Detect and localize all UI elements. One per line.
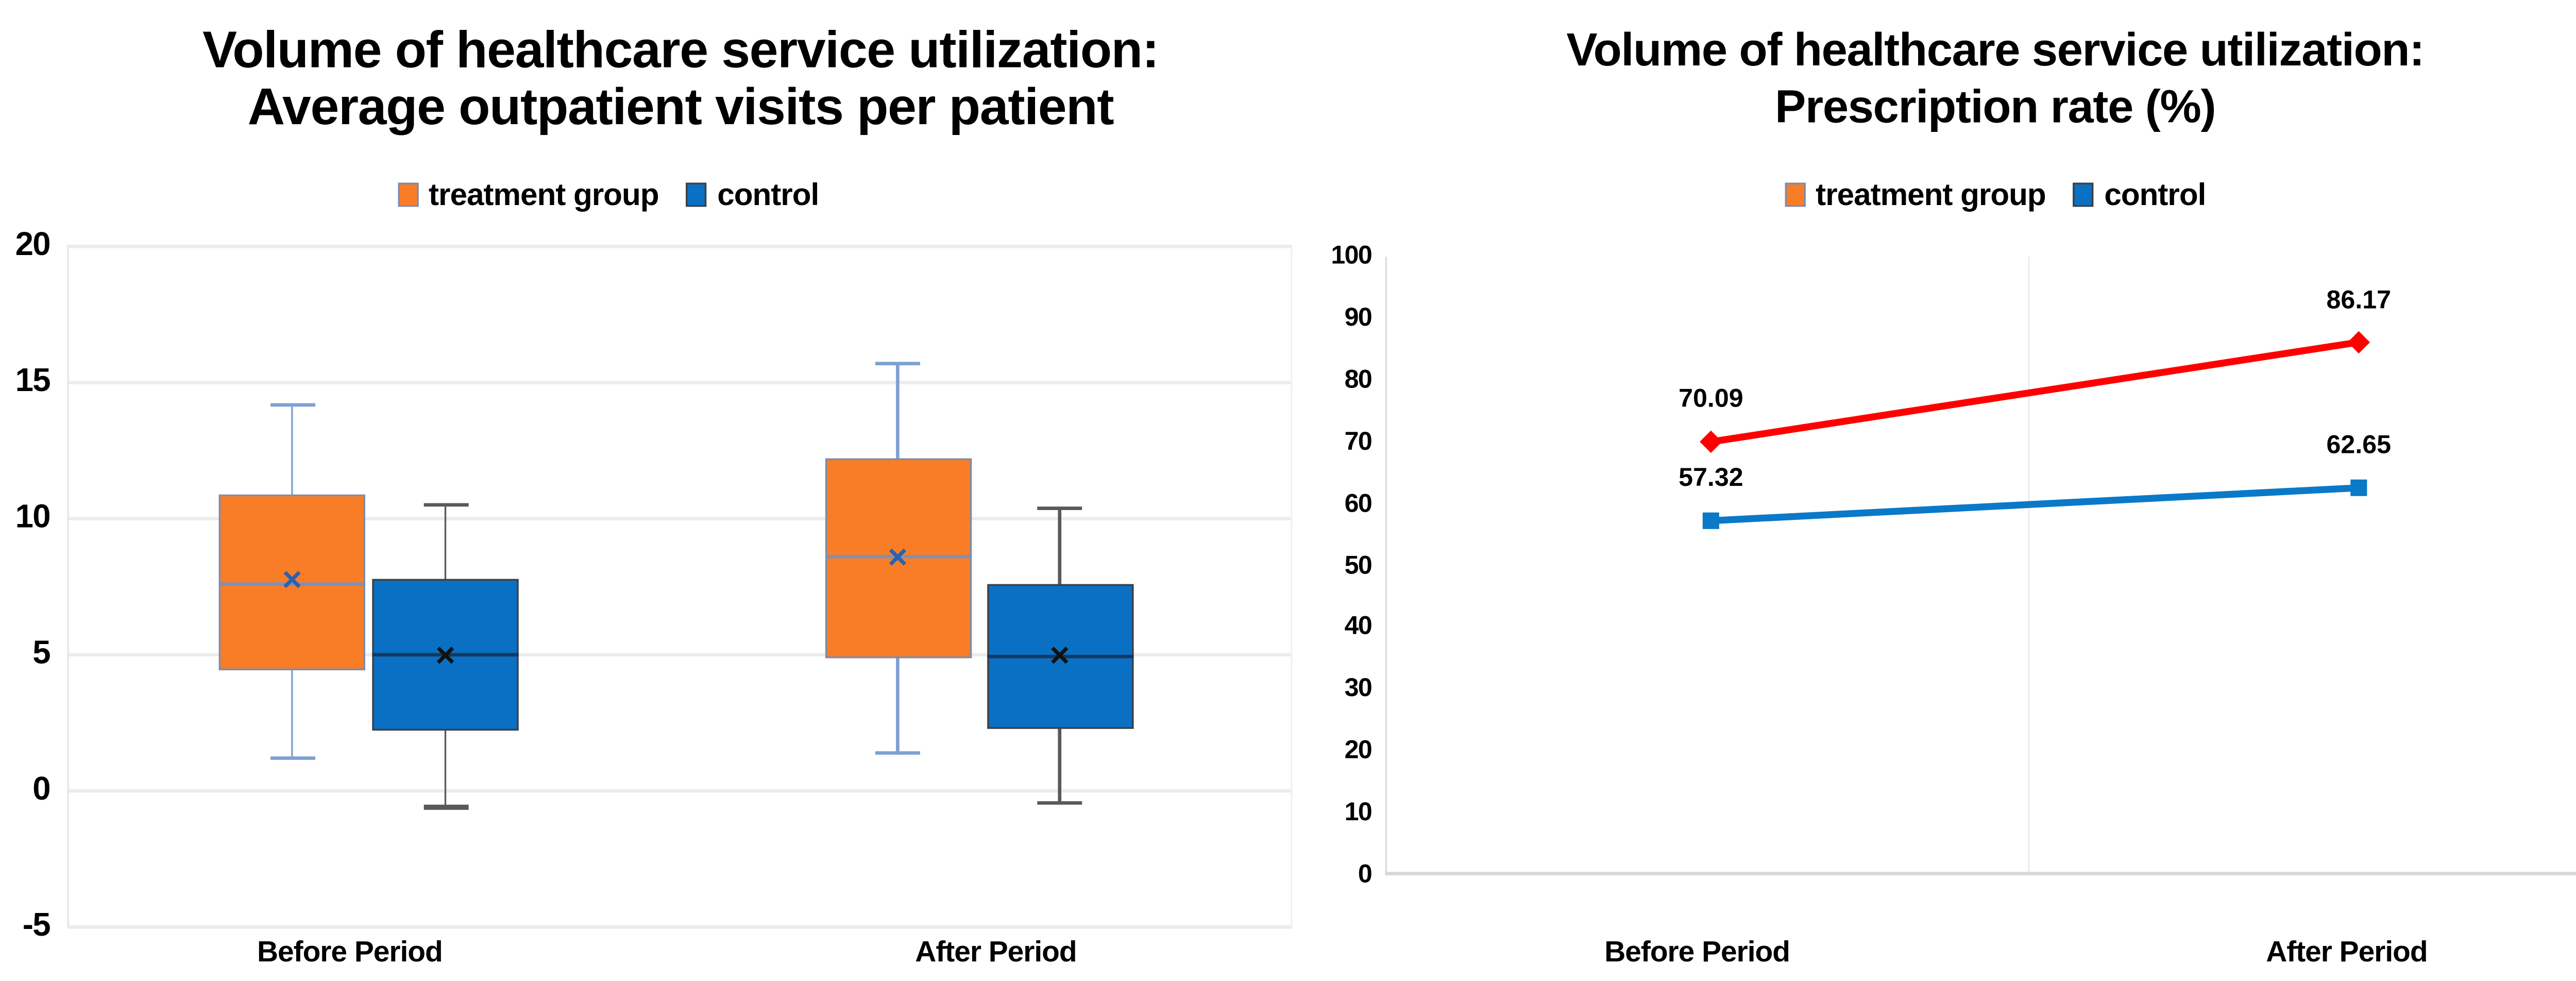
gridline <box>67 925 1293 928</box>
mean-marker: × <box>1049 637 1070 675</box>
right-chart-title-line2: Prescription rate (%) <box>1775 81 2216 133</box>
x-axis-line <box>1385 872 2576 875</box>
y-axis-line <box>1385 257 1388 875</box>
left-chart-title-line1: Volume of healthcare service utilization… <box>202 22 1159 79</box>
y-tick-label: 20 <box>1344 736 1372 766</box>
y-tick-label: 20 <box>15 227 51 264</box>
mean-marker: × <box>887 539 908 578</box>
x-category-label-after-period: After Period <box>915 935 1077 969</box>
whisker-cap-bottom <box>875 751 920 755</box>
y-tick-label: 5 <box>32 636 50 672</box>
data-label: 70.09 <box>1679 385 1743 414</box>
gridline <box>67 653 1293 656</box>
gridline <box>67 517 1293 520</box>
y-tick-label: 80 <box>1344 365 1372 395</box>
whisker-cap-top <box>269 402 315 407</box>
median-line <box>372 653 519 657</box>
whisker-cap-top <box>423 503 468 507</box>
whisker-cap-bottom <box>1037 801 1082 805</box>
y-tick-label: 30 <box>1344 674 1372 704</box>
whisker-cap-top <box>1037 505 1082 510</box>
left-chart-legend: treatment group control <box>0 177 1216 212</box>
median-line <box>824 554 971 559</box>
median-line <box>986 654 1133 658</box>
gridline <box>67 789 1293 792</box>
y-tick-label: 0 <box>1358 859 1372 889</box>
legend-swatch-treatment-group <box>397 182 418 207</box>
line-series-svg <box>1385 257 2576 875</box>
x-category-label-after-period: After Period <box>2266 935 2428 969</box>
y-tick-label: 40 <box>1344 612 1372 642</box>
y-tick-label: 0 <box>32 772 50 808</box>
legend-swatch-control <box>2073 182 2094 207</box>
legend-swatch-treatment-group <box>1784 182 1806 207</box>
right-chart-title: Volume of healthcare service utilization… <box>1344 22 2576 136</box>
y-tick-label: 15 <box>15 363 51 400</box>
y-tick-label: 50 <box>1344 550 1372 580</box>
left-chart-title-line2: Average outpatient visits per patient <box>247 79 1114 137</box>
right-chart-title-line1: Volume of healthcare service utilization… <box>1566 24 2425 76</box>
x-category-label-before-period: Before Period <box>1604 935 1790 969</box>
gridline <box>67 245 1293 248</box>
legend-label-treatment-group: treatment group <box>428 176 659 211</box>
whisker-cap-bottom <box>269 756 315 760</box>
data-label: 62.65 <box>2326 431 2392 461</box>
y-tick-label: -5 <box>22 908 51 944</box>
right-chart-legend: treatment group control <box>1344 177 2576 212</box>
x-category-label-before-period: Before Period <box>257 935 443 969</box>
data-label: 86.17 <box>2326 285 2392 315</box>
mean-marker: × <box>435 637 456 675</box>
legend-label-control: control <box>2104 176 2206 211</box>
boxplot-plot-area: 20 15 10 5 0 -5 × × × × <box>15 227 1293 944</box>
data-label: 57.32 <box>1679 464 1743 494</box>
y-axis-line <box>67 246 70 927</box>
y-tick-label: 70 <box>1344 427 1372 456</box>
gridline <box>67 381 1293 384</box>
legend-swatch-control <box>686 182 707 207</box>
whisker-cap-bottom <box>423 805 468 809</box>
y-tick-label: 10 <box>15 499 51 536</box>
whisker-cap-top <box>875 361 920 366</box>
line-chart-plot-area: 100 90 80 70 60 50 40 30 20 10 0 70.09 86.17 57.32 62.… <box>1331 241 2576 889</box>
category-divider <box>2028 257 2030 875</box>
plot-right-border <box>1290 246 1293 927</box>
y-tick-label: 100 <box>1331 241 1372 271</box>
legend-label-treatment-group: treatment group <box>1816 176 2046 211</box>
median-line <box>218 582 365 586</box>
left-chart-title: Volume of healthcare service utilization… <box>9 22 1353 136</box>
legend-label-control: control <box>717 176 819 211</box>
y-tick-label: 60 <box>1344 488 1372 518</box>
y-tick-label: 90 <box>1344 303 1372 333</box>
mean-marker: × <box>282 562 302 600</box>
y-tick-label: 10 <box>1344 798 1372 827</box>
